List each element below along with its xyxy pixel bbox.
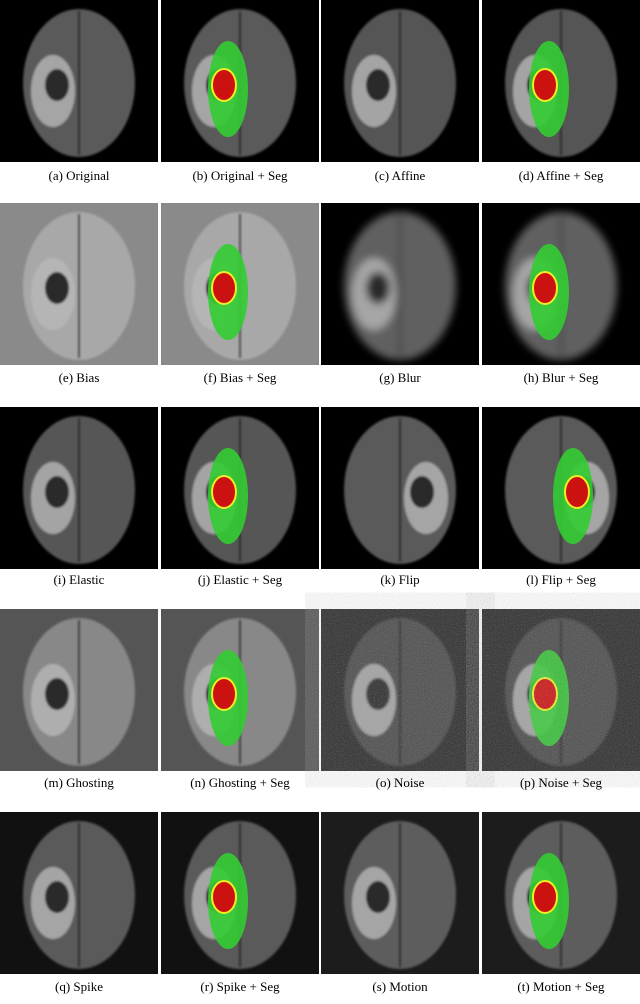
caption: (s) Motion bbox=[372, 979, 428, 994]
caption: (a) Original bbox=[48, 168, 109, 183]
brain bbox=[344, 416, 456, 564]
caption: (p) Noise + Seg bbox=[520, 775, 603, 790]
caption: (d) Affine + Seg bbox=[519, 168, 604, 183]
panel: (k) Flip bbox=[321, 407, 479, 587]
seg-tumor bbox=[211, 475, 237, 509]
caption: (q) Spike bbox=[55, 979, 103, 994]
panel: (t) Motion + Seg bbox=[482, 812, 640, 994]
panel: (m) Ghosting bbox=[0, 609, 158, 790]
noise-overlay bbox=[321, 609, 479, 771]
panel: (r) Spike + Seg bbox=[161, 812, 319, 994]
panel: (j) Elastic + Seg bbox=[161, 407, 319, 587]
lesion-core bbox=[366, 69, 390, 101]
seg-tumor bbox=[211, 68, 237, 102]
panel: (q) Spike bbox=[0, 812, 158, 994]
lesion-core bbox=[366, 272, 390, 304]
panel: (n) Ghosting + Seg bbox=[161, 609, 319, 790]
lesion-core bbox=[45, 476, 69, 508]
brain bbox=[344, 9, 456, 157]
lesion-core bbox=[45, 69, 69, 101]
seg-tumor bbox=[532, 271, 558, 305]
panel: (g) Blur bbox=[321, 203, 479, 385]
lesion-core bbox=[410, 476, 434, 508]
panel: (i) Elastic bbox=[0, 407, 158, 587]
caption: (c) Affine bbox=[375, 168, 426, 183]
seg-tumor bbox=[532, 68, 558, 102]
caption: (r) Spike + Seg bbox=[200, 979, 280, 994]
panel: (l) Flip + Seg bbox=[482, 407, 640, 587]
seg-tumor bbox=[211, 271, 237, 305]
panel: (s) Motion bbox=[321, 812, 479, 994]
panel: (b) Original + Seg bbox=[161, 0, 319, 183]
caption: (e) Bias bbox=[59, 370, 100, 385]
caption: (t) Motion + Seg bbox=[517, 979, 605, 994]
brain bbox=[23, 618, 135, 766]
brain bbox=[344, 821, 456, 969]
caption: (f) Bias + Seg bbox=[204, 370, 277, 385]
caption: (j) Elastic + Seg bbox=[198, 572, 283, 587]
panel: (h) Blur + Seg bbox=[482, 203, 640, 385]
caption: (m) Ghosting bbox=[44, 775, 114, 790]
brain bbox=[23, 821, 135, 969]
caption: (k) Flip bbox=[380, 572, 419, 587]
panel: (c) Affine bbox=[321, 0, 479, 183]
caption: (b) Original + Seg bbox=[192, 168, 288, 183]
seg-tumor bbox=[564, 475, 590, 509]
brain bbox=[344, 212, 456, 360]
caption: (g) Blur bbox=[379, 370, 421, 385]
caption: (i) Elastic bbox=[54, 572, 105, 587]
lesion-core bbox=[366, 881, 390, 913]
noise-overlay bbox=[482, 609, 640, 771]
panel: (f) Bias + Seg bbox=[161, 203, 319, 385]
caption: (n) Ghosting + Seg bbox=[190, 775, 290, 790]
seg-tumor bbox=[211, 880, 237, 914]
brain bbox=[23, 212, 135, 360]
panel: (d) Affine + Seg bbox=[482, 0, 640, 183]
panel: (a) Original bbox=[0, 0, 158, 183]
panel: (e) Bias bbox=[0, 203, 158, 385]
panel: (o) Noise bbox=[321, 609, 479, 790]
caption: (o) Noise bbox=[376, 775, 425, 790]
brain bbox=[23, 9, 135, 157]
caption: (h) Blur + Seg bbox=[524, 370, 599, 385]
lesion-core bbox=[45, 272, 69, 304]
caption: (l) Flip + Seg bbox=[526, 572, 596, 587]
lesion-core bbox=[45, 678, 69, 710]
seg-tumor bbox=[211, 677, 237, 711]
lesion-core bbox=[45, 881, 69, 913]
panel: (p) Noise + Seg bbox=[482, 609, 640, 790]
brain bbox=[23, 416, 135, 564]
seg-tumor bbox=[532, 880, 558, 914]
